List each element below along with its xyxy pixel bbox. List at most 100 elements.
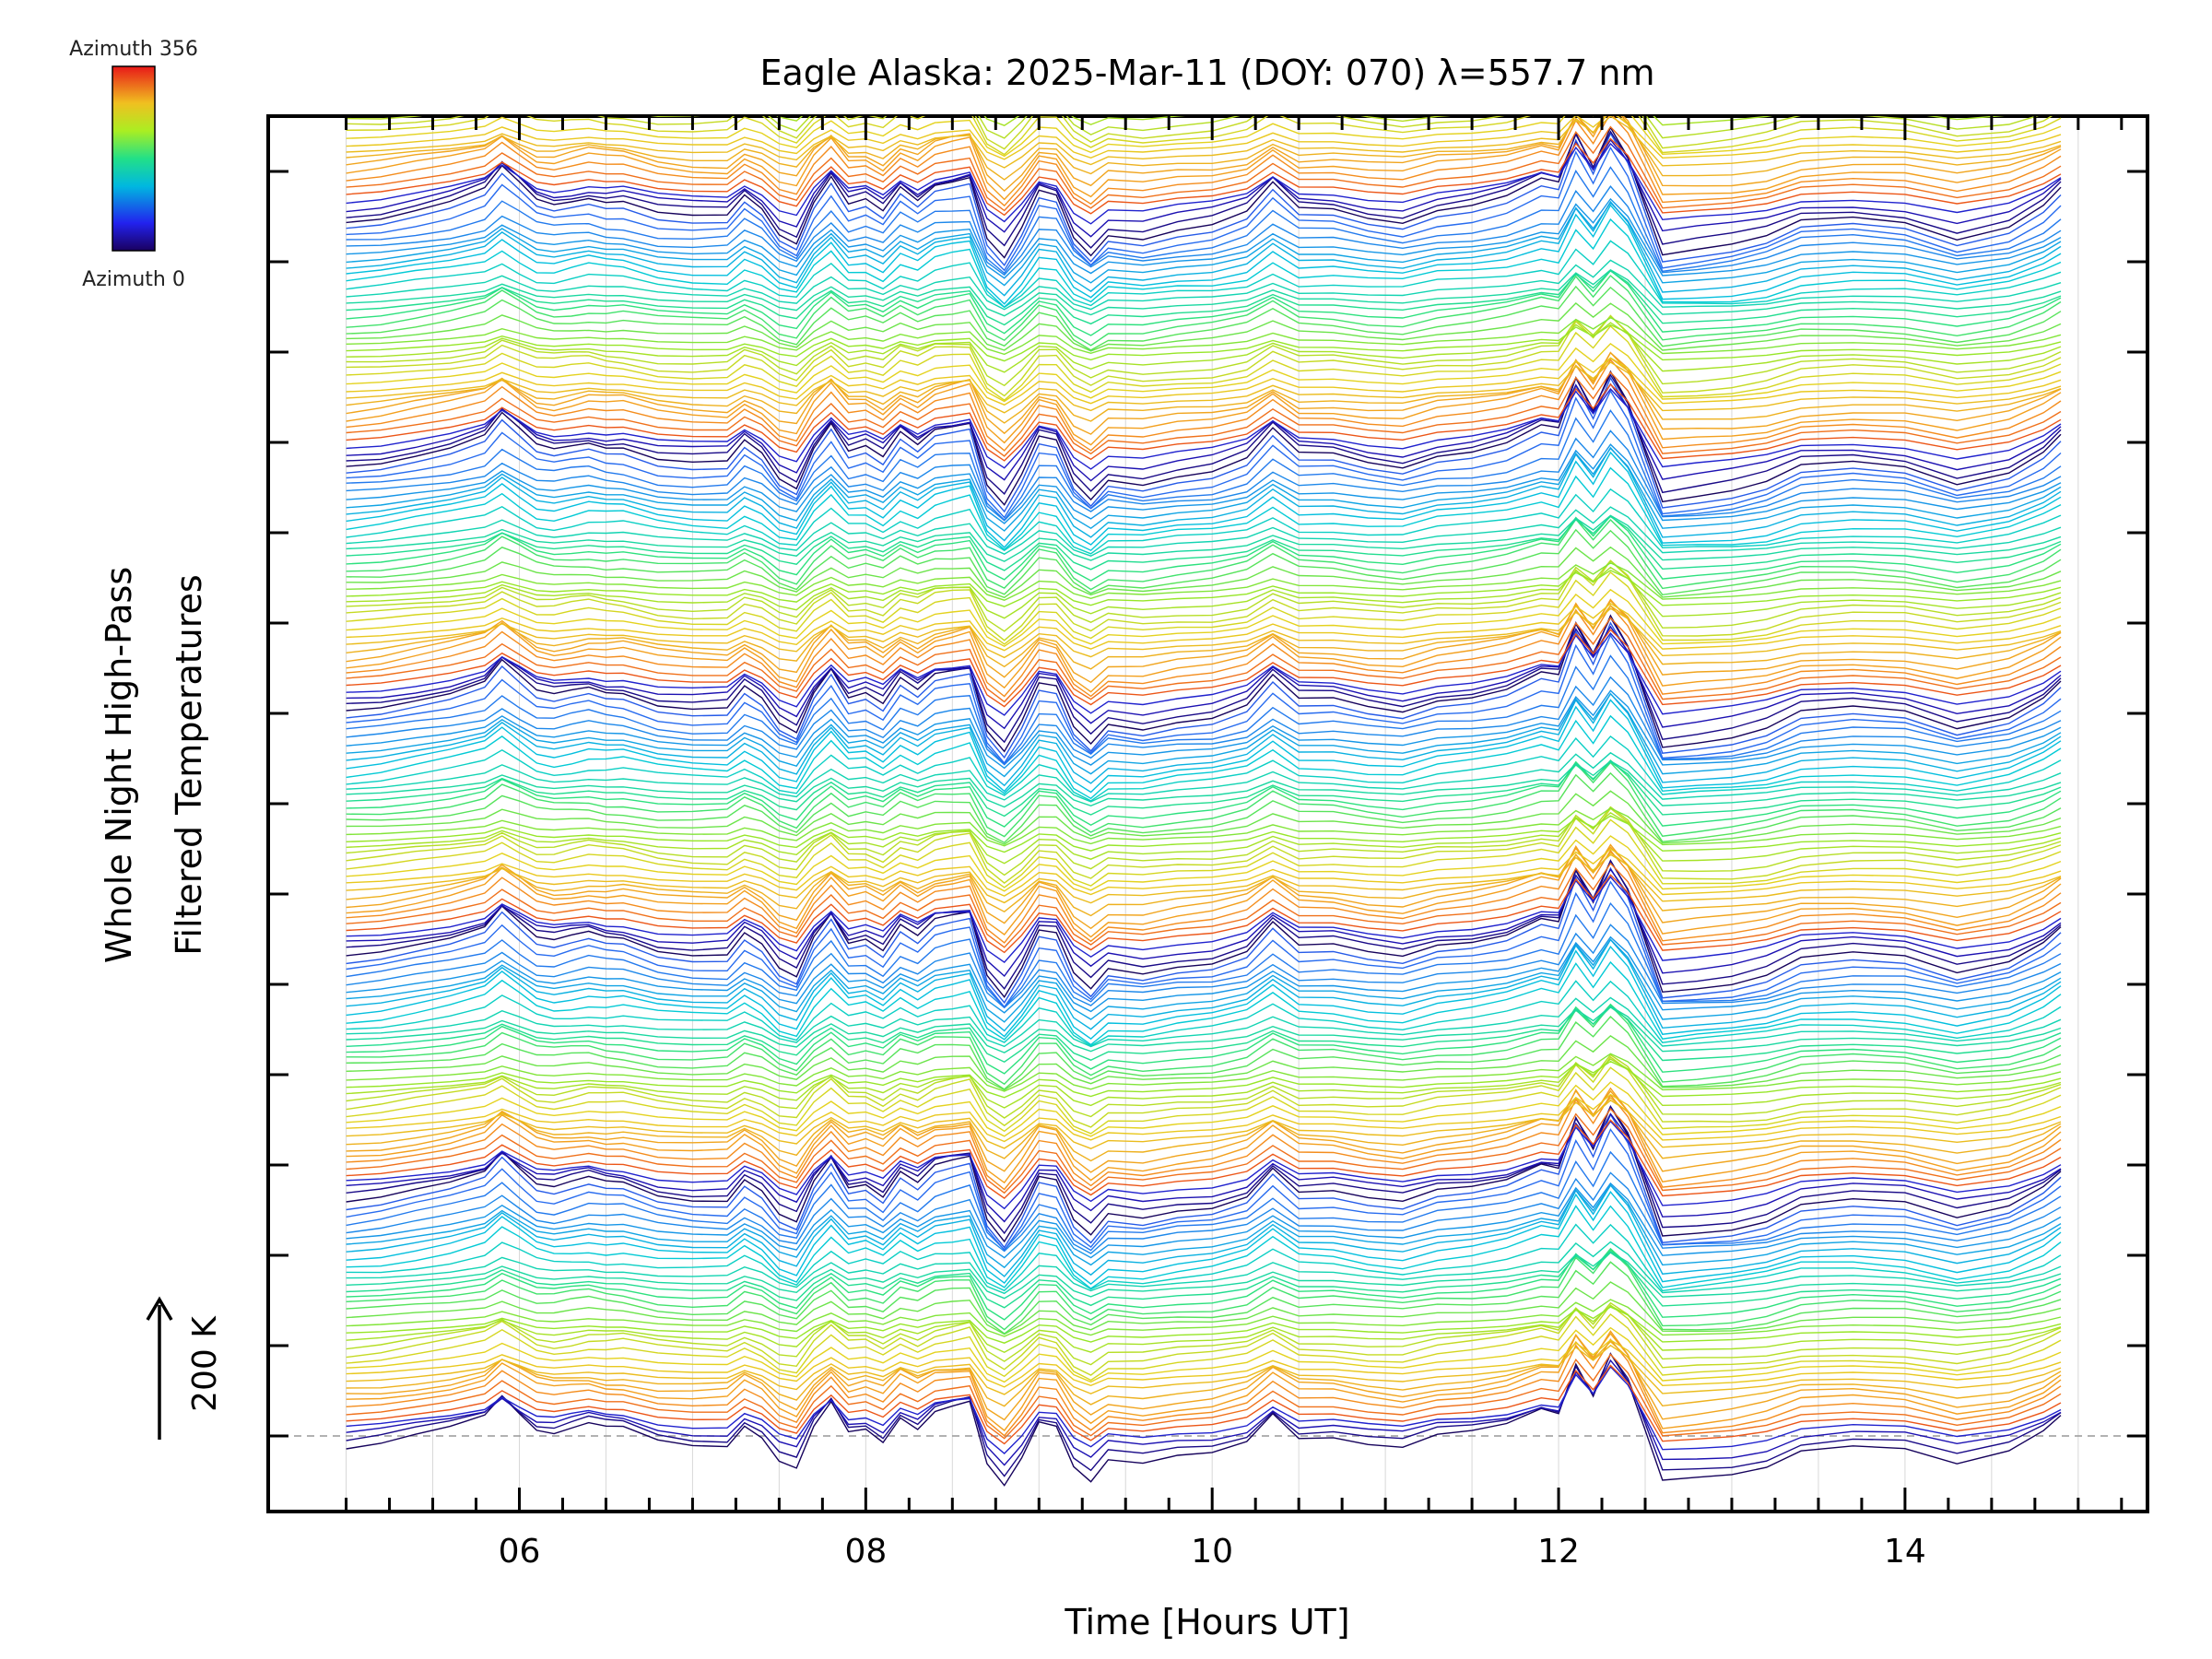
trace-line (346, 116, 2062, 160)
trace-line (346, 631, 2062, 716)
trace-line (346, 201, 2062, 287)
trace-line (346, 876, 2062, 964)
trace-line (346, 1105, 2062, 1243)
trace-line (346, 1107, 2062, 1194)
trace-line (346, 351, 2062, 435)
trace-line (346, 1205, 2062, 1289)
trace-line (346, 598, 2062, 693)
trace-line (346, 1119, 2062, 1200)
axis-ticks (268, 116, 2147, 1512)
trace-line (347, 0, 2061, 19)
x-tick-label: 06 (499, 1533, 541, 1571)
trace-line (346, 625, 2062, 730)
x-axis-label: Time [Hours UT] (1064, 1602, 1349, 1642)
trace-line (346, 446, 2062, 542)
trace-line (346, 116, 2062, 156)
trace-line (346, 324, 2062, 401)
trace-line (347, 0, 2061, 40)
trace-line (346, 1060, 2062, 1099)
trace-line (346, 185, 2062, 276)
trace-line (346, 268, 2062, 317)
trace-line (346, 848, 2062, 897)
trace-line (346, 315, 2062, 387)
trace-line (346, 761, 2062, 838)
trace-line (346, 116, 2062, 193)
trace-line (346, 599, 2062, 684)
trace-line (346, 1003, 2062, 1075)
x-tick-labels: 06 08 10 12 14 (499, 1533, 1926, 1571)
trace-line (346, 996, 2062, 1048)
trace-line (346, 324, 2062, 362)
trace-line (346, 1326, 2062, 1383)
colorbar (112, 65, 156, 252)
trace-line (346, 866, 2062, 1005)
trace-line (346, 859, 2062, 999)
trace-line (346, 852, 2062, 917)
trace-line (346, 559, 2062, 641)
trace-line (346, 488, 2062, 555)
trace-line (347, 0, 2061, 28)
trace-line (346, 1352, 2062, 1487)
trace-line (346, 570, 2062, 607)
trace-line (346, 1035, 2062, 1091)
trace-line (346, 1006, 2062, 1053)
trace-line (346, 518, 2062, 591)
trace-line (346, 1249, 2062, 1331)
trace-line (346, 1053, 2062, 1092)
trace-line (346, 506, 2062, 557)
trace-line (346, 322, 2062, 373)
trace-line (346, 1150, 2062, 1252)
trace-line (346, 1004, 2062, 1086)
trace-line (346, 692, 2062, 787)
trace-line (346, 138, 2062, 238)
trace-line (346, 389, 2062, 519)
trace-line (346, 980, 2062, 1047)
trace-line (346, 1097, 2062, 1162)
trace-line (346, 125, 2062, 259)
trace-line (346, 566, 2062, 619)
trace-line (346, 370, 2062, 506)
trace-line (346, 629, 2062, 708)
trace-line (346, 443, 2062, 524)
trace-line (346, 515, 2062, 571)
trace-line (346, 692, 2062, 778)
scale-bar-label: 200 K (186, 1315, 224, 1412)
trace-line (346, 835, 2062, 892)
trace-line (346, 1352, 2062, 1477)
trace-line (346, 901, 2062, 1008)
trace-line (346, 1183, 2062, 1277)
trace-line (346, 607, 2062, 659)
trace-line (346, 1015, 2062, 1090)
trace-line (346, 1120, 2062, 1210)
trace-line (346, 1306, 2062, 1344)
trace-line (346, 602, 2062, 652)
trace-line (346, 1304, 2062, 1376)
trace-line (346, 357, 2062, 406)
trace-line (346, 1081, 2062, 1137)
trace-line (346, 559, 2062, 632)
trace-line (346, 361, 2062, 414)
trace-line (346, 1251, 2062, 1300)
trace-line (346, 604, 2062, 698)
trace-line (346, 1112, 2062, 1223)
trace-line (346, 1338, 2062, 1437)
trace-line (346, 514, 2062, 562)
trace-line (346, 571, 2062, 645)
trace-line (346, 1353, 2062, 1440)
y-axis-label-line1: Whole Night High-Pass (99, 567, 139, 963)
trace-line (346, 373, 2062, 496)
trace-line (346, 342, 2062, 403)
trace-line (346, 1301, 2062, 1366)
trace-line (346, 269, 2062, 336)
trace-line (346, 1339, 2062, 1388)
trace-line (346, 382, 2062, 482)
trace-line (346, 849, 2062, 944)
trace-line (346, 1066, 2062, 1135)
trace-line (346, 302, 2062, 352)
trace-line (346, 429, 2062, 522)
trace-line (346, 859, 2062, 990)
trace-line (346, 1359, 2062, 1466)
trace-line (346, 1006, 2062, 1064)
trace-line (346, 807, 2062, 884)
trace-line (346, 1105, 2062, 1235)
